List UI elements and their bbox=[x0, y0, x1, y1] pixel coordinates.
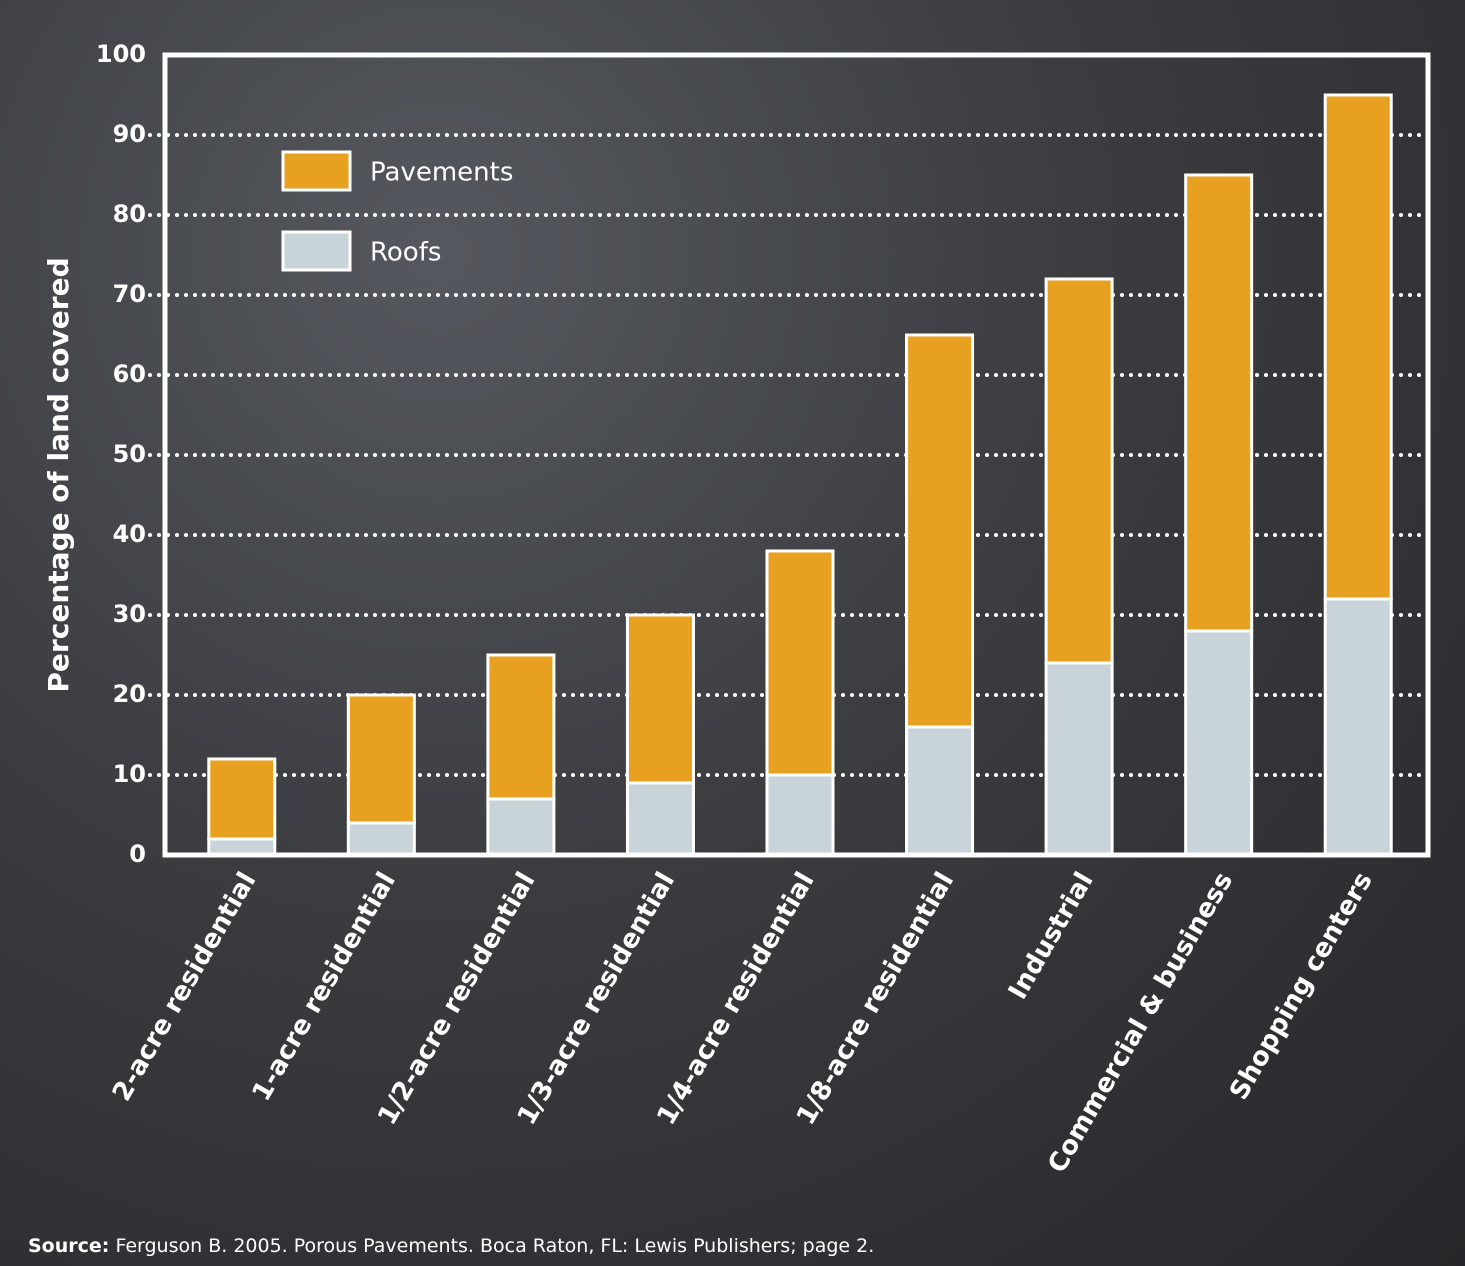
bar-segment bbox=[905, 725, 975, 857]
y-tick-label: 100 bbox=[96, 40, 146, 68]
y-tick-label: 70 bbox=[113, 280, 146, 308]
bar-segment bbox=[486, 653, 556, 801]
legend-swatch bbox=[281, 150, 352, 192]
legend-swatch bbox=[281, 230, 352, 272]
x-tick-label: 1/4-acre residential bbox=[651, 867, 820, 1130]
bar-segment bbox=[486, 797, 556, 857]
bar-segment bbox=[346, 821, 416, 857]
bar-segment bbox=[346, 693, 416, 825]
y-tick-label: 90 bbox=[113, 120, 146, 148]
y-tick-label: 60 bbox=[113, 360, 146, 388]
source-label: Source: bbox=[28, 1235, 109, 1257]
source-text: Ferguson B. 2005. Porous Pavements. Boca… bbox=[115, 1235, 874, 1257]
bar-segment bbox=[905, 333, 975, 729]
bar-segment bbox=[1184, 173, 1254, 633]
x-tick-label: 1/8-acre residential bbox=[791, 867, 960, 1130]
x-tick-label: Industrial bbox=[1003, 867, 1100, 1004]
bar-segment bbox=[765, 773, 835, 857]
y-tick-label: 10 bbox=[113, 760, 146, 788]
legend-label: Roofs bbox=[370, 238, 441, 268]
bar-segment bbox=[625, 781, 695, 857]
legend-label: Pavements bbox=[370, 158, 513, 188]
y-tick-label: 0 bbox=[129, 840, 146, 868]
bar-segment bbox=[207, 757, 277, 841]
y-axis-label: Percentage of land covered bbox=[42, 257, 75, 692]
y-tick-label: 50 bbox=[113, 440, 146, 468]
bar-segment bbox=[1323, 597, 1393, 857]
y-tick-label: 30 bbox=[113, 600, 146, 628]
plot-frame bbox=[162, 52, 1431, 858]
bar-segment bbox=[1044, 661, 1114, 857]
bar-segment bbox=[1044, 277, 1114, 665]
x-tick-label: Shopping centers bbox=[1224, 867, 1379, 1105]
source: Source: Ferguson B. 2005. Porous Pavemen… bbox=[28, 1235, 874, 1257]
bar-segment bbox=[1184, 629, 1254, 857]
x-tick-label: 1/2-acre residential bbox=[372, 867, 541, 1130]
y-tick-label: 20 bbox=[113, 680, 146, 708]
y-tick-label: 80 bbox=[113, 200, 146, 228]
x-tick-label: 2-acre residential bbox=[107, 867, 262, 1106]
bar-segment bbox=[625, 613, 695, 785]
bar-segment bbox=[1323, 93, 1393, 601]
x-tick-label: 1/3-acre residential bbox=[512, 867, 681, 1130]
y-tick-label: 40 bbox=[113, 520, 146, 548]
x-tick-label: 1-acre residential bbox=[247, 867, 402, 1106]
bar-segment bbox=[765, 549, 835, 777]
